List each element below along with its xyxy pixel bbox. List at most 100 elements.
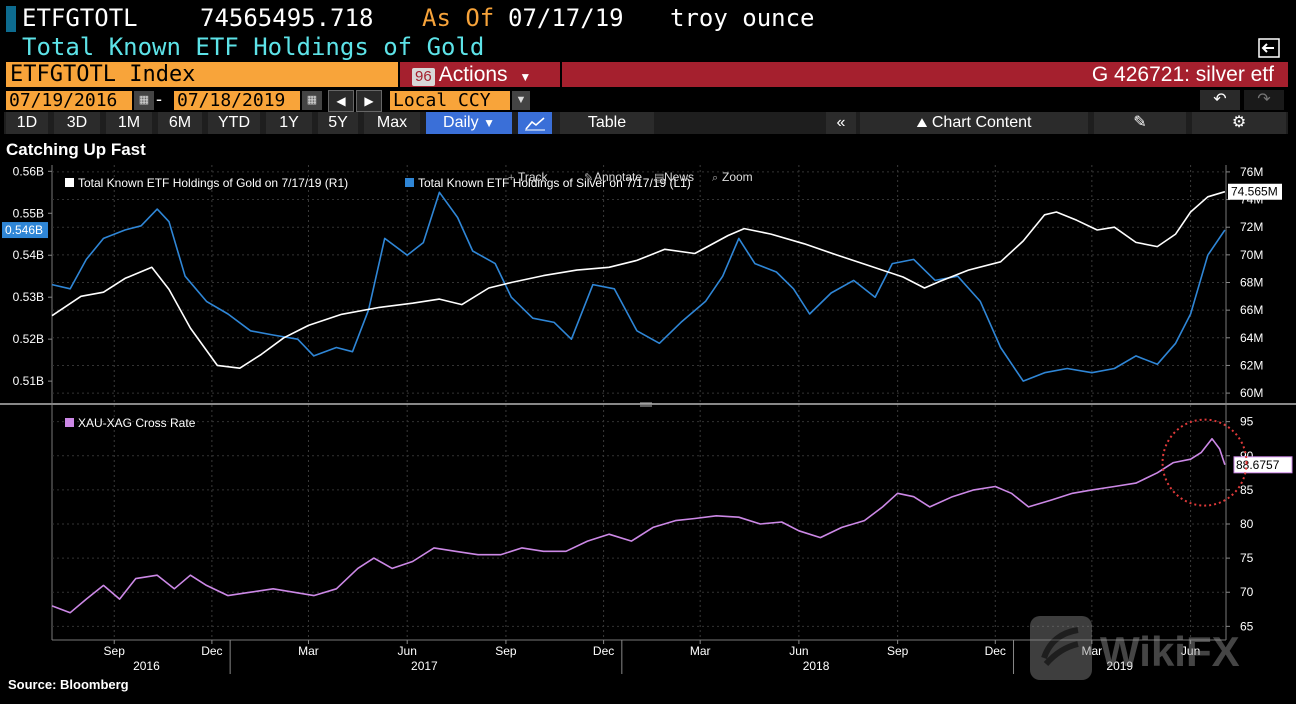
chevron-left-icon[interactable]: ◀ [328, 90, 354, 112]
actions-menu[interactable]: 96 Actions ▼ [400, 62, 560, 87]
chart-title: Catching Up Fast [6, 140, 146, 159]
tab-1m[interactable]: 1M [106, 112, 152, 134]
tab-max[interactable]: Max [364, 112, 420, 134]
gold-silver-ratio-line [51, 437, 1226, 614]
right-y-tick-label: 70M [1240, 248, 1263, 262]
gold-legend-swatch [65, 178, 74, 187]
calendar-icon[interactable]: ▦ [302, 91, 322, 110]
undo-icon[interactable]: ↶ [1200, 90, 1240, 110]
chevron-right-icon[interactable]: ▶ [356, 90, 382, 112]
security-description: Total Known ETF Holdings of Gold [22, 33, 485, 61]
collapse-icon[interactable]: « [826, 112, 856, 134]
right-y-tick-label: 68M [1240, 276, 1263, 290]
chart-area[interactable]: 60M62M64M66M68M70M72M74M76M0.51B0.52B0.5… [0, 160, 1296, 680]
ratio-legend-swatch [65, 418, 74, 427]
right-y-tick-label: 64M [1240, 331, 1263, 345]
x-tick-label: Dec [201, 644, 222, 658]
toolbar-annotate: Annotate [594, 170, 642, 184]
security-field[interactable]: ETFGTOTL Index [6, 62, 398, 87]
frequency-select[interactable]: Daily ▼ [426, 112, 512, 134]
line-chart-icon[interactable] [518, 112, 552, 134]
ratio-last-value-tag [1233, 456, 1293, 474]
right-y-tick-label: 60M [1240, 386, 1263, 400]
x-tick-label: Mar [690, 644, 711, 658]
grid [0, 165, 1296, 641]
chart-toolbar[interactable]: + Track ✎ Annotate ▤ News ⌕ Zoom [508, 170, 753, 184]
tab-6m[interactable]: 6M [158, 112, 202, 134]
date-separator: - [156, 89, 162, 109]
silver-holdings-line [51, 191, 1226, 382]
tab-5y[interactable]: 5Y [318, 112, 358, 134]
ratio-y-tick-label: 75 [1240, 551, 1254, 565]
redo-icon[interactable]: ↷ [1244, 90, 1284, 110]
right-y-tick-label: 72M [1240, 220, 1263, 234]
toolbar-news: News [664, 170, 694, 184]
x-tick-label: Mar [298, 644, 319, 658]
right-y-tick-label: 62M [1240, 358, 1263, 372]
source-note: Source: Bloomberg [8, 677, 129, 692]
tab-1y[interactable]: 1Y [266, 112, 312, 134]
highlight-circle [1161, 418, 1248, 507]
left-y-tick-label: 0.52B [13, 332, 44, 346]
export-icon[interactable] [1258, 38, 1280, 58]
tab-3d[interactable]: 3D [54, 112, 100, 134]
table-button[interactable]: Table [560, 112, 654, 134]
gold-legend-label: Total Known ETF Holdings of Gold on 7/17… [78, 176, 348, 190]
currency-select[interactable]: Local CCY [390, 91, 510, 110]
upper-axes: 60M62M64M66M68M70M72M74M76M0.51B0.52B0.5… [2, 164, 1282, 400]
left-y-tick-label: 0.51B [13, 374, 44, 388]
start-date-field[interactable]: 07/19/2016 [6, 91, 132, 110]
gold-holdings-line [51, 190, 1226, 369]
x-tick-label: Dec [593, 644, 614, 658]
actions-label: Actions [438, 63, 508, 86]
x-tick-label: Sep [887, 644, 909, 658]
last-value: 74565495.718 [200, 4, 374, 32]
chart-content-label: Chart Content [931, 114, 1032, 131]
edit-icon[interactable]: ✎ [1094, 112, 1186, 134]
dropdown-arrow-icon: ▼ [519, 70, 532, 84]
ratio-y-tick-label: 65 [1240, 619, 1254, 633]
x-year-label: 2019 [1106, 659, 1133, 673]
tab-1d[interactable]: 1D [6, 112, 48, 134]
chart-content-icon: ⛰ [916, 115, 928, 130]
x-tick-label: Jun [398, 644, 417, 658]
x-tick-label: Sep [104, 644, 126, 658]
ratio-y-tick-label: 95 [1240, 415, 1254, 429]
silver-legend-label: Total Known ETF Holdings of Silver on 7/… [418, 176, 691, 190]
ticker-symbol[interactable]: ETFGTOTL [22, 4, 138, 32]
toolbar-icon-track: + [508, 172, 514, 184]
x-tick-label: Mar [1082, 644, 1103, 658]
as-of-label: As Of [422, 4, 495, 32]
tab-ytd[interactable]: YTD [208, 112, 260, 134]
legend: Total Known ETF Holdings of Gold on 7/17… [65, 176, 691, 430]
x-year-label: 2016 [133, 659, 160, 673]
wikifx-watermark-logo: WikiFX [1030, 616, 1240, 680]
x-tick-label: Jun [1181, 644, 1200, 658]
dropdown-arrow-icon: ▼ [483, 116, 495, 130]
x-year-label: 2017 [411, 659, 438, 673]
command-line[interactable]: G 426721: silver etf [562, 62, 1288, 87]
left-y-tick-label: 0.53B [13, 290, 44, 304]
silver-legend-swatch [405, 178, 414, 187]
unit-label: troy ounce [670, 4, 815, 32]
end-date-field[interactable]: 07/18/2019 [174, 91, 300, 110]
chart-content-button[interactable]: ⛰ Chart Content [860, 112, 1088, 134]
ratio-y-tick-label: 85 [1240, 483, 1254, 497]
calendar-icon[interactable]: ▦ [134, 91, 154, 110]
left-y-tick-label: 0.55B [13, 206, 44, 220]
ratio-legend-label: XAU-XAG Cross Rate [78, 416, 196, 430]
dropdown-arrow-icon[interactable]: ▼ [512, 91, 530, 110]
gold-last-value-tag [1228, 183, 1282, 200]
right-y-tick-label: 76M [1240, 165, 1263, 179]
frequency-label: Daily [443, 114, 479, 131]
silver-last-value: 0.546B [5, 223, 43, 237]
gold-last-value: 74.565M [1231, 185, 1278, 199]
ratio-last-value: 88.6757 [1236, 458, 1280, 472]
ratio-y-tick-label: 70 [1240, 585, 1254, 599]
x-tick-label: Jun [789, 644, 808, 658]
svg-text:WikiFX: WikiFX [1100, 628, 1240, 675]
as-of-date: 07/17/19 [508, 4, 624, 32]
x-year-label: 2018 [803, 659, 830, 673]
gear-icon[interactable]: ⚙ [1192, 112, 1286, 134]
